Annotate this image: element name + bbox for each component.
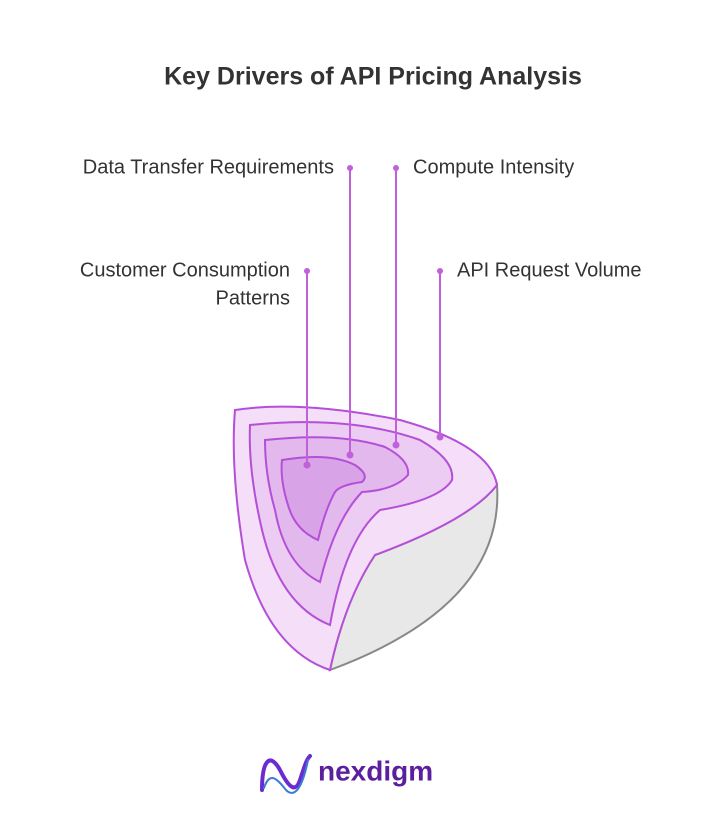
leader-dot bbox=[393, 165, 399, 171]
layer-label: Compute Intensity bbox=[413, 156, 574, 178]
leader-dot bbox=[346, 451, 354, 459]
leaders bbox=[303, 165, 444, 469]
leader-dot bbox=[436, 433, 444, 441]
layer-label: API Request Volume bbox=[457, 259, 642, 281]
leader-dot bbox=[437, 268, 443, 274]
logo-icon bbox=[263, 759, 309, 794]
leader-dot bbox=[303, 461, 311, 469]
leader-dot bbox=[347, 165, 353, 171]
logo-icon bbox=[260, 754, 312, 792]
onion-graphic bbox=[232, 405, 499, 672]
leader-dot bbox=[304, 268, 310, 274]
logo: nexdigm bbox=[260, 754, 433, 794]
layer-label: Patterns bbox=[216, 287, 290, 309]
logo-text: nexdigm bbox=[318, 755, 433, 786]
layer-label: Data Transfer Requirements bbox=[83, 156, 334, 178]
leader-dot bbox=[392, 441, 400, 449]
layer-label: Customer Consumption bbox=[80, 259, 290, 281]
title: Key Drivers of API Pricing Analysis bbox=[164, 63, 582, 91]
layer-core bbox=[280, 456, 366, 542]
